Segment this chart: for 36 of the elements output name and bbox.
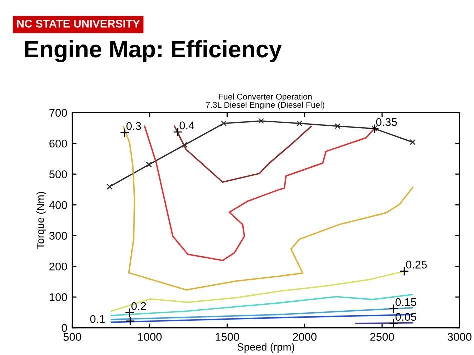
- x-axis-title: Speed (rpm): [238, 343, 294, 353]
- x-tick-label: 500: [64, 333, 82, 342]
- chart-title: Engine Map: Efficiency: [25, 40, 282, 63]
- x-tick-label: 2000: [293, 333, 317, 342]
- point: [296, 120, 303, 127]
- text: 7.3L Diesel Engine (Diesel Fuel): [206, 102, 325, 110]
- annotation: 0.05: [396, 313, 416, 322]
- point: [334, 123, 341, 130]
- text: NC STATE UNIVERSITY: [17, 20, 140, 28]
- x-tick-label: 2500: [370, 333, 394, 342]
- y-tick-label: 400: [49, 201, 68, 210]
- annotation: 0.1: [90, 315, 105, 324]
- x-tick-label: 1500: [216, 333, 240, 342]
- y-tick-label: 500: [50, 170, 68, 178]
- y-tick-label: 600: [50, 140, 68, 148]
- point: [258, 118, 264, 124]
- annotation: 0.2: [132, 302, 146, 310]
- annotation: 0.3: [126, 122, 142, 130]
- y-axis-title: Torque (Nm): [36, 192, 46, 250]
- y-tick-label: 200: [50, 262, 68, 271]
- x-tick-label: 3000: [448, 333, 472, 342]
- annotation: 0.35: [376, 118, 398, 126]
- y-tick-label: 300: [50, 232, 68, 240]
- annotation: 0.25: [406, 260, 428, 269]
- x-tick-label: 1000: [138, 333, 162, 342]
- point: [106, 184, 113, 190]
- annotation: 0.15: [396, 298, 416, 306]
- point: [221, 120, 227, 127]
- point: [146, 162, 152, 168]
- y-tick-label: 100: [50, 294, 68, 302]
- y-tick-label: 700: [50, 109, 68, 118]
- y-tick-label: 0: [62, 324, 68, 332]
- annotation: 0.4: [180, 122, 195, 130]
- chart-subtitle: Fuel Converter Operation: [219, 94, 312, 102]
- point: [182, 142, 188, 148]
- point: [410, 139, 416, 146]
